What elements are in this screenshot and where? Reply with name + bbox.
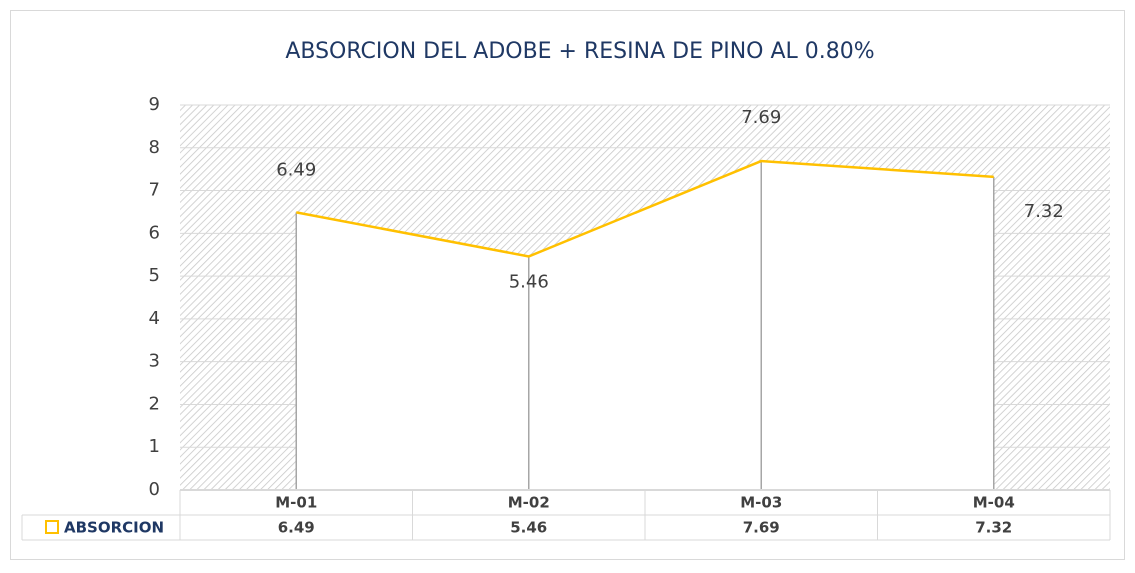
table-value: 6.49 (278, 519, 315, 537)
y-tick-label: 9 (149, 94, 160, 115)
y-tick-label: 5 (149, 265, 160, 286)
y-tick-label: 1 (149, 436, 160, 457)
y-tick-label: 3 (149, 351, 160, 372)
y-tick-label: 8 (149, 137, 160, 158)
y-tick-label: 7 (149, 180, 160, 201)
x-tick-label: M-02 (508, 494, 550, 512)
x-tick-label: M-01 (275, 494, 317, 512)
data-label: 7.69 (741, 107, 781, 128)
legend-key (45, 520, 59, 534)
table-value: 5.46 (510, 519, 547, 537)
y-tick-label: 2 (149, 393, 160, 414)
x-tick-label: M-03 (740, 494, 782, 512)
data-label: 5.46 (509, 271, 549, 292)
table-value: 7.32 (975, 519, 1012, 537)
y-tick-label: 6 (149, 222, 160, 243)
line (296, 159, 994, 258)
data-label: 6.49 (276, 159, 316, 180)
y-tick-label: 4 (149, 308, 160, 329)
area-under-line (296, 161, 994, 491)
y-tick-label: 0 (149, 479, 160, 500)
legend-label: ABSORCION (64, 519, 164, 537)
data-label: 7.32 (1024, 201, 1064, 222)
chart-title: ABSORCION DEL ADOBE + RESINA DE PINO AL … (285, 39, 874, 64)
x-tick-label: M-04 (973, 494, 1015, 512)
table-value: 7.69 (743, 519, 780, 537)
